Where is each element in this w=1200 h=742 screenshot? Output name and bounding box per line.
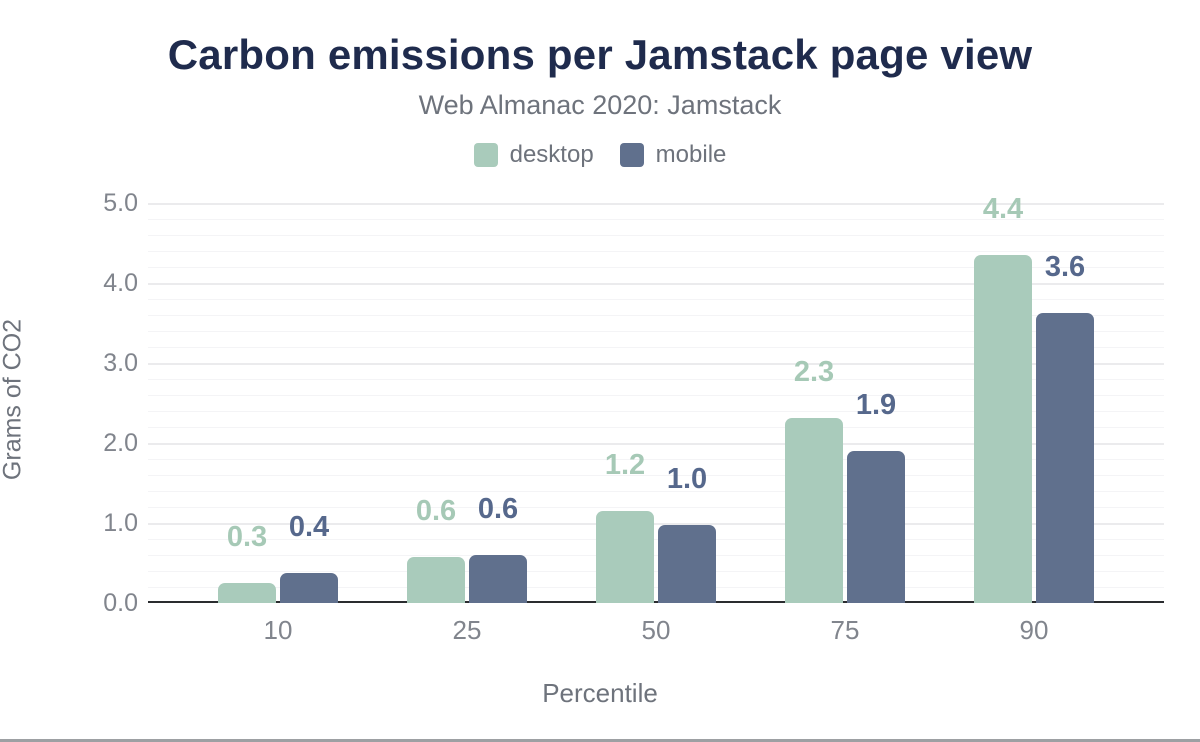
desktop-value-label: 1.2 <box>604 449 646 481</box>
mobile-bar <box>658 525 716 603</box>
minor-gridline <box>148 427 1164 428</box>
mobile-value-label: 0.6 <box>477 493 519 525</box>
minor-gridline <box>148 507 1164 508</box>
x-tick-label: 25 <box>452 615 482 645</box>
major-gridline <box>148 283 1164 285</box>
chart-title: Carbon emissions per Jamstack page view <box>167 31 1033 78</box>
minor-gridline <box>148 539 1164 540</box>
legend-label-mobile: mobile <box>655 141 727 168</box>
mobile-bar <box>469 555 527 603</box>
mobile-value-label: 3.6 <box>1044 251 1086 283</box>
y-tick-label: 1.0 <box>103 509 138 537</box>
desktop-legend-swatch-icon <box>473 143 498 167</box>
desktop-value-label: 2.3 <box>793 356 835 388</box>
minor-gridline <box>148 379 1164 380</box>
minor-gridline <box>148 555 1164 556</box>
mobile-bar <box>1036 313 1094 603</box>
desktop-value-label: 4.4 <box>982 193 1024 225</box>
legend: desktop mobile <box>0 141 1200 169</box>
y-tick-label: 3.0 <box>103 349 138 377</box>
legend-label-desktop: desktop <box>509 141 594 168</box>
major-gridline <box>148 363 1164 365</box>
mobile-value-label: 0.4 <box>288 511 330 543</box>
minor-gridline <box>148 395 1164 396</box>
y-tick-label: 0.0 <box>103 589 138 617</box>
desktop-bar <box>974 255 1032 603</box>
minor-gridline <box>148 571 1164 572</box>
minor-gridline <box>148 219 1164 220</box>
y-axis-title: Grams of CO2 <box>0 318 27 481</box>
minor-gridline <box>148 587 1164 588</box>
legend-item-desktop[interactable]: desktop <box>473 141 594 169</box>
major-gridline <box>148 203 1164 205</box>
minor-gridline <box>148 475 1164 476</box>
minor-gridline <box>148 235 1164 236</box>
legend-item-mobile[interactable]: mobile <box>619 141 727 169</box>
x-axis-baseline <box>148 601 1164 603</box>
minor-gridline <box>148 331 1164 332</box>
minor-gridline <box>148 491 1164 492</box>
minor-gridline <box>148 411 1164 412</box>
major-gridline <box>148 523 1164 525</box>
chart-subtitle: Web Almanac 2020: Jamstack <box>418 90 782 120</box>
y-tick-label: 2.0 <box>103 429 138 457</box>
major-gridline <box>148 443 1164 445</box>
minor-gridline <box>148 299 1164 300</box>
y-tick-label: 4.0 <box>103 269 138 297</box>
x-axis-title: Percentile <box>542 678 658 708</box>
x-tick-label: 50 <box>641 615 671 645</box>
mobile-bar <box>847 451 905 603</box>
mobile-value-label: 1.9 <box>855 389 897 421</box>
minor-gridline <box>148 347 1164 348</box>
desktop-bar <box>407 557 465 603</box>
minor-gridline <box>148 267 1164 268</box>
x-tick-label: 90 <box>1019 615 1049 645</box>
y-tick-label: 5.0 <box>103 189 138 217</box>
desktop-value-label: 0.3 <box>226 521 268 553</box>
desktop-bar <box>218 583 276 603</box>
minor-gridline <box>148 459 1164 460</box>
mobile-bar <box>280 573 338 603</box>
desktop-value-label: 0.6 <box>415 495 457 527</box>
minor-gridline <box>148 251 1164 252</box>
mobile-value-label: 1.0 <box>666 463 708 495</box>
minor-gridline <box>148 315 1164 316</box>
page-bottom-divider <box>0 739 1200 742</box>
desktop-bar <box>596 511 654 603</box>
desktop-bar <box>785 418 843 603</box>
mobile-legend-swatch-icon <box>619 143 644 167</box>
x-tick-label: 75 <box>830 615 860 645</box>
x-tick-label: 10 <box>263 615 293 645</box>
